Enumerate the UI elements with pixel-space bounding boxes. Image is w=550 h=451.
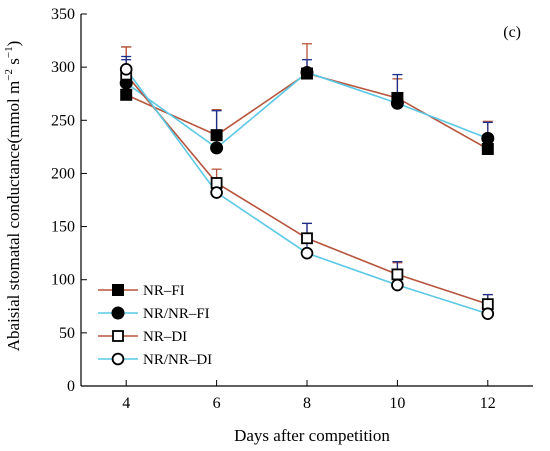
legend-label-nr-di: NR–DI: [143, 329, 187, 345]
y-tick-label-0: 0: [67, 378, 75, 395]
series-line-nr-nr-di: [125, 68, 489, 315]
y-tick-label-150: 150: [51, 219, 75, 236]
point-nr-nr-fi-8: [300, 65, 314, 79]
point-nr-fi-6: [210, 129, 223, 142]
x-tick-label-10: 10: [389, 395, 405, 412]
y-tick-label-300: 300: [51, 59, 75, 76]
legend-marker-nr-fi: [112, 284, 124, 296]
point-nr-nr-di-6: [210, 186, 223, 199]
point-nr-fi-4: [120, 88, 133, 101]
x-tick-label-12: 12: [480, 395, 496, 412]
series-nr-di: [121, 46, 493, 305]
point-nr-nr-fi-6: [210, 141, 224, 155]
legend-marker-nr-nr-di: [111, 352, 125, 366]
legend-marker-nr-nr-fi: [111, 306, 125, 320]
y-tick-label-350: 350: [51, 6, 75, 23]
series-line-nr-fi: [125, 72, 489, 150]
point-nr-nr-di-8: [300, 246, 314, 260]
series-layer: [119, 43, 495, 321]
series-markers-nr-nr-di: [119, 62, 495, 321]
series-nr-nr-di: [121, 55, 493, 315]
axes: 0 50 100 150 200 250 300 350 4 6 8 10 12: [51, 6, 533, 412]
y-tick-label-250: 250: [51, 112, 75, 129]
x-axis-title: Days after competition: [234, 426, 390, 445]
series-markers-nr-nr-fi: [119, 65, 495, 155]
legend-item-nr-nr-di: NR/NR–DI: [98, 352, 212, 368]
y-tick-label-50: 50: [59, 325, 75, 342]
legend-item-nr-di: NR–DI: [98, 329, 187, 345]
series-markers-nr-fi: [120, 67, 494, 155]
y-tick-label-200: 200: [51, 165, 75, 182]
point-nr-nr-di-10: [391, 278, 404, 292]
y-axis-title-sup2: −1: [3, 46, 15, 58]
point-nr-nr-fi-10: [390, 96, 404, 110]
legend-label-nr-fi: NR–FI: [143, 283, 185, 299]
point-nr-di-10: [391, 268, 404, 281]
y-axis-title: Abaisial stomatal conductance(mmol m−2 s…: [3, 41, 23, 352]
x-tick-label-6: 6: [213, 395, 221, 412]
x-tick-label-8: 8: [303, 395, 311, 412]
legend-item-nr-nr-fi: NR/NR–FI: [98, 306, 210, 322]
point-nr-nr-di-4: [119, 62, 133, 76]
series-line-nr-nr-fi: [125, 71, 489, 149]
legend-label-nr-nr-di: NR/NR–DI: [143, 352, 212, 368]
legend-marker-nr-di: [112, 330, 124, 342]
legend-item-nr-fi: NR–FI: [98, 283, 185, 299]
point-nr-nr-di-12: [481, 307, 495, 321]
legend-label-nr-nr-fi: NR/NR–FI: [143, 306, 210, 322]
point-nr-di-8: [301, 232, 313, 245]
point-nr-nr-fi-12: [481, 131, 495, 145]
y-axis-title-main: Abaisial stomatal conductance(mmol m: [4, 81, 23, 352]
legend: NR–FI NR/NR–FI NR–DI NR/NR–DI: [98, 283, 212, 368]
series-line-nr-di: [125, 74, 489, 305]
panel-label: (c): [503, 24, 521, 41]
point-nr-fi-12: [481, 142, 494, 155]
series-markers-nr-di: [120, 68, 494, 311]
x-tick-label-4: 4: [122, 395, 130, 412]
y-axis-title-mid: s: [4, 58, 23, 69]
y-axis-title-end: ): [4, 41, 23, 47]
y-axis-title-sup1: −2: [3, 69, 15, 81]
y-tick-label-100: 100: [51, 272, 75, 289]
